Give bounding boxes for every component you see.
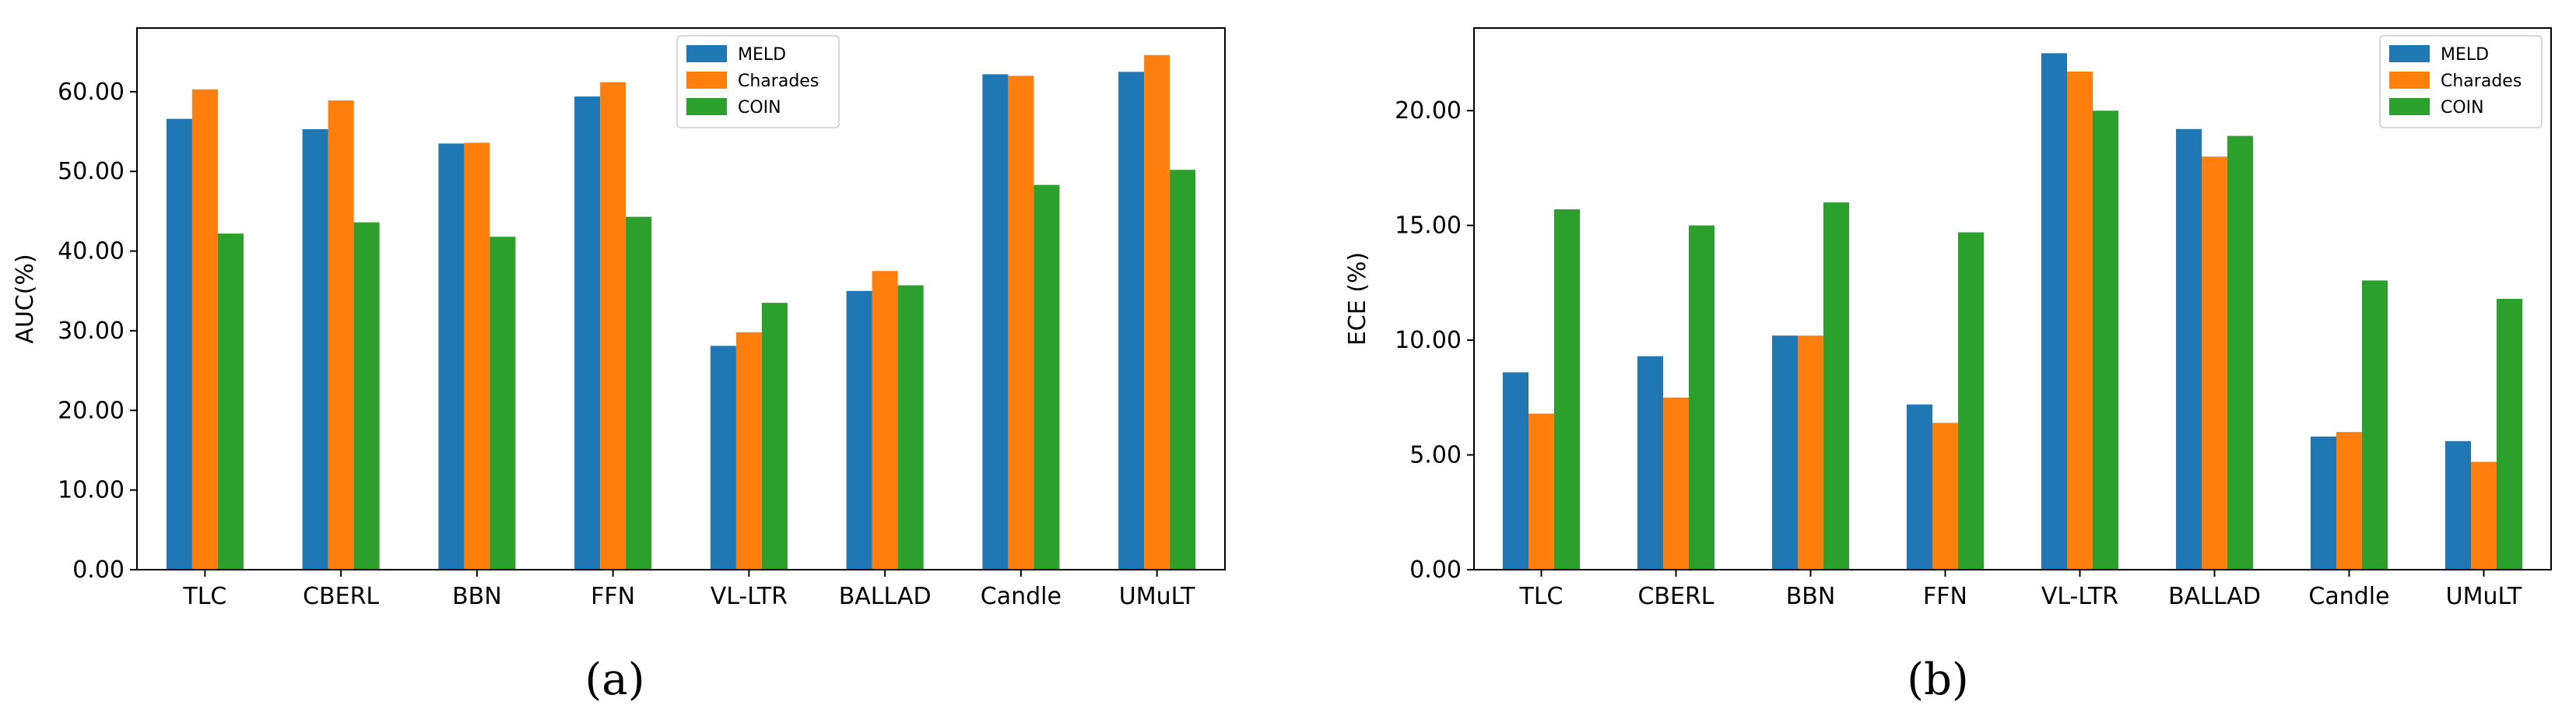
bar-meld-cberl [1637, 356, 1663, 570]
bar-meld-ffn [574, 97, 601, 570]
plot-frame [1473, 27, 2552, 570]
y-tick-label: 20.00 [58, 397, 125, 424]
bar-meld-bbn [1772, 335, 1798, 570]
bar-coin-bbn [1823, 202, 1849, 570]
bar-coin-ffn [626, 216, 652, 570]
bar-coin-tlc [217, 233, 244, 570]
bar-charades-umult [1144, 54, 1170, 570]
bar-coin-vl-ltr [2093, 111, 2118, 570]
legend-label-charades: Charades [2441, 72, 2522, 91]
bar-coin-cberl [353, 222, 380, 570]
x-tick-label: CBERL [303, 583, 379, 610]
bar-meld-umult [2445, 440, 2471, 570]
y-tick-label: 40.00 [58, 238, 125, 265]
chart-panel-a: 0.00 10.00 20.00 30.00 40.00 50.00 60.00 TLC CBE… [12, 27, 1226, 705]
bar-meld-umult [1118, 72, 1145, 570]
bar-coin-tlc [1554, 209, 1580, 570]
bar-charades-vl-ltr [2067, 72, 2093, 570]
chart-panel-b: 0.00 5.00 10.00 15.00 20.00 TLC CBERL BBN FFN VL-… [1344, 27, 2552, 705]
y-tick-label: 10.00 [1395, 327, 1462, 354]
bar-charades-ffn [1932, 423, 1958, 570]
legend-swatch-meld [2389, 45, 2430, 62]
x-tick-label: BALLAD [839, 583, 932, 610]
x-tick-label: TLC [182, 583, 226, 610]
bar-meld-ballad [2176, 128, 2202, 570]
bar-coin-ballad [897, 285, 924, 570]
x-tick-label: UMuLT [2446, 583, 2522, 610]
y-tick-label: 5.00 [1409, 442, 1462, 469]
legend-label-coin: COIN [738, 98, 781, 118]
bar-charades-tlc [191, 89, 218, 570]
bar-charades-bbn [464, 142, 490, 570]
x-tick-label: BBN [452, 583, 502, 610]
bar-meld-cberl [302, 129, 328, 570]
bar-charades-candle [2336, 432, 2362, 570]
plot-frame [136, 27, 1226, 570]
legend-swatch-charades [686, 72, 727, 89]
bar-charades-ballad [872, 271, 898, 570]
x-tick-label: BBN [1786, 583, 1836, 610]
x-tick-label: FFN [1923, 583, 1967, 610]
legend-swatch-coin [2389, 98, 2430, 115]
bar-charades-umult [2471, 462, 2497, 570]
panel-label: (a) [584, 655, 644, 705]
bar-meld-candle [982, 74, 1009, 570]
bar-charades-ffn [600, 82, 626, 570]
legend-label-meld: MELD [738, 45, 786, 65]
x-tick-label: VL-LTR [711, 583, 788, 610]
bar-meld-ffn [1907, 404, 1932, 570]
bar-coin-ffn [1958, 232, 1984, 570]
y-tick-label: 50.00 [58, 158, 125, 185]
y-axis-label: AUC(%) [12, 254, 39, 343]
y-tick-label: 10.00 [58, 477, 125, 504]
bar-meld-vl-ltr [710, 346, 736, 570]
y-axis-label: ECE (%) [1344, 252, 1371, 346]
panel-label: (b) [1907, 655, 1969, 705]
x-tick-label: CBERL [1637, 583, 1714, 610]
bar-coin-vl-ltr [761, 303, 788, 570]
bar-charades-cberl [328, 100, 354, 570]
bar-coin-ballad [2227, 135, 2253, 570]
bar-coin-candle [2362, 280, 2388, 570]
bar-charades-vl-ltr [735, 332, 762, 570]
bar-meld-candle [2311, 436, 2336, 570]
x-tick-label: TLC [1519, 583, 1563, 610]
x-tick-label: BALLAD [2168, 583, 2261, 610]
bar-meld-bbn [438, 143, 465, 570]
bar-charades-cberl [1663, 397, 1689, 570]
bar-charades-bbn [1798, 335, 1823, 570]
y-tick-label: 60.00 [58, 79, 125, 106]
x-tick-label: UMuLT [1119, 583, 1195, 610]
x-tick-label: VL-LTR [2041, 583, 2118, 610]
bar-coin-candle [1034, 184, 1060, 570]
x-tick-label: Candle [2308, 583, 2389, 610]
legend: MELD Charades COIN [676, 35, 840, 128]
y-tick-label: 0.00 [72, 556, 125, 584]
bar-charades-ballad [2202, 156, 2227, 570]
bar-meld-tlc [1503, 372, 1528, 570]
y-tick-label: 30.00 [58, 318, 125, 345]
legend-swatch-meld [686, 45, 727, 62]
legend: MELD Charades COIN [2379, 35, 2543, 128]
legend-swatch-coin [686, 98, 727, 115]
x-tick-label: Candle [981, 583, 1062, 610]
bar-meld-vl-ltr [2041, 53, 2067, 570]
bar-charades-tlc [1528, 413, 1554, 570]
bar-coin-bbn [490, 237, 516, 570]
bar-coin-umult [1170, 170, 1196, 570]
bar-charades-candle [1008, 75, 1034, 570]
legend-swatch-charades [2389, 72, 2430, 89]
y-tick-label: 20.00 [1395, 97, 1462, 125]
x-tick-label: FFN [591, 583, 635, 610]
bar-meld-tlc [166, 118, 192, 570]
bar-meld-ballad [846, 290, 872, 570]
bar-coin-cberl [1689, 225, 1714, 570]
legend-label-meld: MELD [2441, 45, 2489, 65]
y-tick-label: 0.00 [1409, 556, 1462, 584]
legend-label-charades: Charades [738, 72, 819, 91]
legend-label-coin: COIN [2441, 98, 2484, 118]
bar-coin-umult [2497, 299, 2522, 570]
y-tick-label: 15.00 [1395, 212, 1462, 240]
